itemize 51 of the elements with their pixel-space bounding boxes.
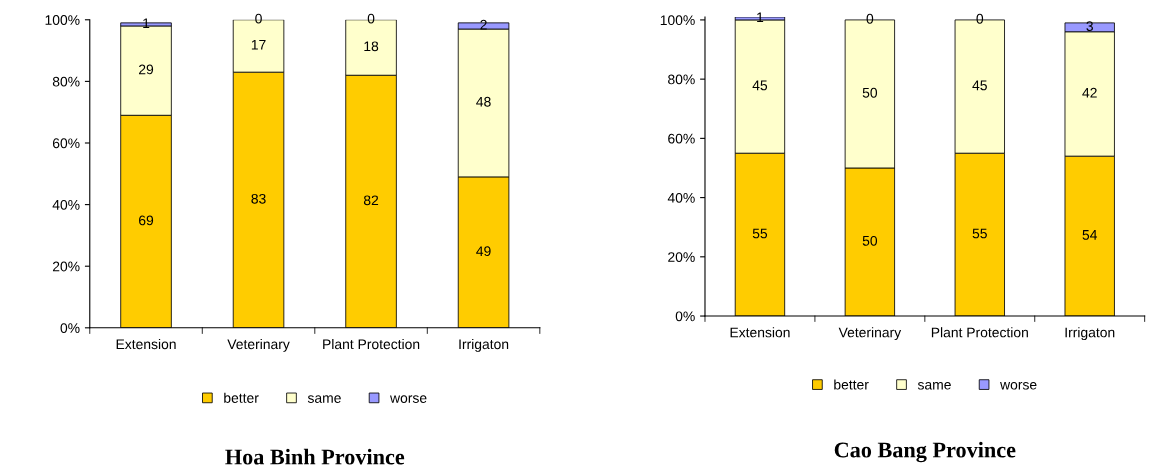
data-label: 54 — [1082, 230, 1098, 240]
y-tick-label: 80% — [668, 74, 695, 85]
data-label: 49 — [476, 246, 491, 257]
data-label: 0 — [255, 13, 262, 24]
data-label: 29 — [139, 64, 154, 75]
data-label: 42 — [1082, 87, 1097, 98]
data-label: 82 — [363, 195, 379, 206]
data-label: 45 — [972, 80, 987, 91]
y-tick-label: 60% — [52, 138, 80, 149]
x-tick-label: Irrigaton — [1065, 327, 1115, 341]
x-tick-label: Extension — [730, 327, 790, 338]
text: Hoa Binh Province — [225, 448, 405, 465]
data-label: 83 — [251, 193, 266, 204]
x-tick-label: Extension — [116, 338, 176, 350]
x-tick-label: Irrigaton — [459, 338, 509, 352]
data-label: 1 — [757, 12, 764, 23]
y-tick-label: 40% — [667, 192, 695, 203]
data-label: 55 — [972, 228, 987, 239]
data-label: 55 — [752, 228, 768, 239]
y-tick-label: 40% — [52, 199, 80, 210]
data-label: 50 — [862, 87, 878, 98]
y-tick-label: 20% — [52, 261, 80, 272]
data-label: 18 — [364, 41, 379, 52]
data-label: 0 — [367, 13, 375, 24]
data-label: 17 — [251, 40, 266, 50]
x-tick-label: Plant Protection — [323, 338, 420, 350]
data-label: 69 — [139, 215, 154, 226]
y-tick-label: 0% — [675, 311, 695, 322]
y-tick-label: 100% — [45, 15, 80, 25]
y-tick-label: 20% — [668, 252, 695, 262]
legend-label: worse — [1000, 381, 1037, 390]
legend-label: worse — [390, 395, 427, 403]
y-tick-label: 0% — [60, 323, 80, 333]
text: Cao Bang Province — [834, 441, 1016, 463]
y-tick-label: 100% — [660, 15, 695, 26]
legend-label: same — [917, 381, 951, 390]
legend-label: better — [224, 392, 259, 403]
y-tick-label: 80% — [52, 76, 80, 87]
data-label: 2 — [480, 19, 487, 30]
data-label: 3 — [1086, 21, 1093, 32]
data-label: 0 — [866, 13, 874, 24]
data-label: 0 — [976, 13, 984, 24]
data-label: 45 — [752, 80, 768, 91]
y-tick-label: 60% — [668, 133, 695, 144]
x-tick-label: Veterinary — [838, 327, 902, 341]
legend-label: same — [307, 395, 341, 403]
x-tick-label: Plant Protection — [931, 327, 1028, 338]
x-tick-label: Veterinary — [227, 338, 290, 352]
data-label: 48 — [476, 96, 491, 107]
legend-label: better — [834, 379, 869, 390]
data-label: 50 — [862, 235, 878, 246]
